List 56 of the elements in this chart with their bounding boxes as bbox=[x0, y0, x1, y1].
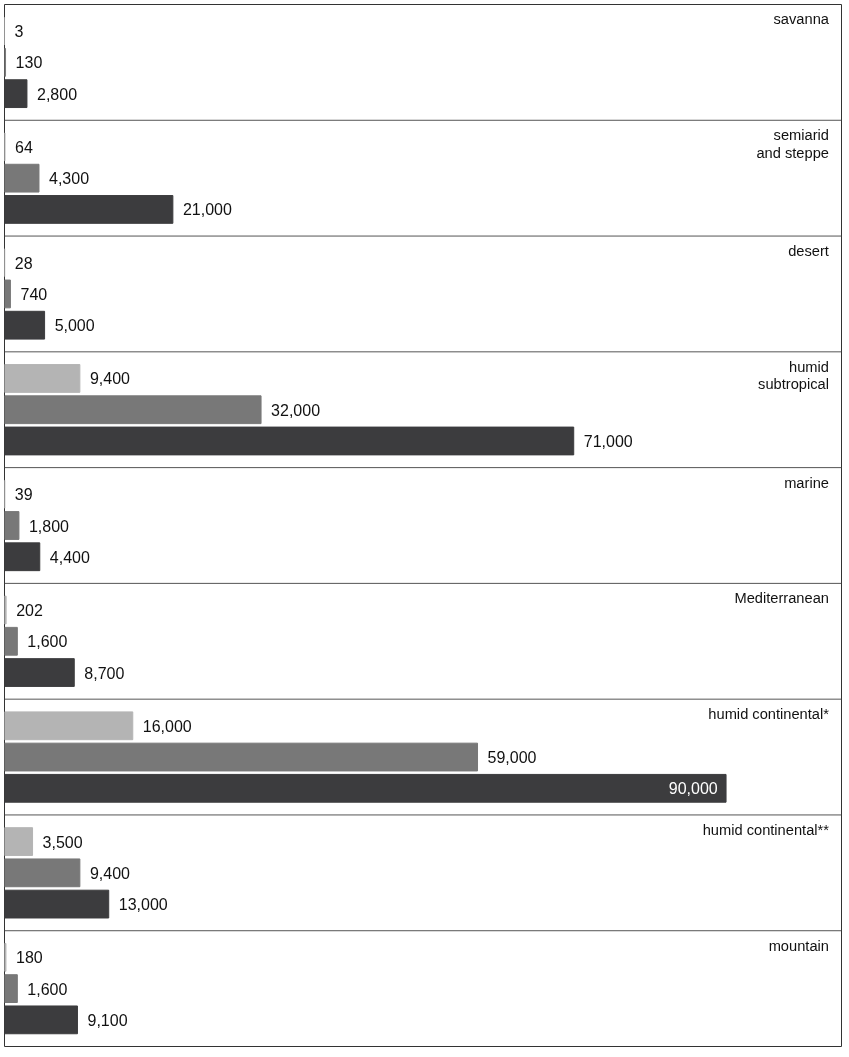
bar bbox=[4, 889, 110, 919]
y-tick-label: humid continental** bbox=[702, 821, 830, 838]
bar bbox=[4, 711, 134, 741]
data-label: 4,400 bbox=[49, 548, 90, 566]
data-label: 3,500 bbox=[42, 833, 83, 851]
data-label: 130 bbox=[15, 54, 43, 72]
data-label: 1,800 bbox=[28, 517, 70, 535]
data-label: 5,000 bbox=[54, 317, 95, 335]
data-label: 90,000 bbox=[668, 780, 718, 798]
bar bbox=[4, 364, 81, 393]
bar bbox=[4, 742, 479, 772]
data-label: 4,300 bbox=[49, 170, 90, 188]
data-label: 13,000 bbox=[118, 896, 168, 914]
y-tick-label: semiarid and steppe bbox=[756, 127, 829, 161]
y-tick-label: savanna bbox=[773, 11, 830, 28]
y-tick-label: mountain bbox=[768, 937, 829, 954]
data-label: 64 bbox=[15, 138, 33, 156]
bar bbox=[4, 310, 46, 340]
data-label: 9,400 bbox=[89, 864, 131, 882]
data-label: 59,000 bbox=[487, 749, 537, 767]
bar bbox=[4, 542, 41, 572]
bar bbox=[4, 426, 575, 456]
bar bbox=[4, 626, 18, 656]
data-label: 71,000 bbox=[583, 432, 633, 450]
bar bbox=[4, 79, 28, 109]
bar bbox=[4, 827, 34, 856]
y-tick-label: marine bbox=[784, 474, 829, 491]
bar bbox=[4, 858, 81, 888]
data-label: 180 bbox=[15, 949, 43, 967]
data-label: 3 bbox=[14, 23, 24, 41]
bar bbox=[4, 1005, 78, 1035]
bar bbox=[4, 395, 262, 425]
data-label: 28 bbox=[14, 254, 33, 272]
data-label: 32,000 bbox=[271, 401, 321, 419]
data-label: 202 bbox=[16, 602, 43, 620]
data-label: 8,700 bbox=[84, 664, 125, 682]
data-label: 39 bbox=[14, 486, 33, 504]
bar bbox=[4, 773, 727, 803]
y-tick-label: Mediterranean bbox=[734, 590, 829, 607]
y-tick-label: desert bbox=[788, 243, 829, 259]
y-tick-label: humid subtropical bbox=[758, 358, 829, 393]
data-label: 9,100 bbox=[87, 1011, 128, 1029]
bar bbox=[4, 163, 40, 193]
bar bbox=[4, 658, 75, 687]
bar bbox=[4, 974, 18, 1003]
data-label: 1,600 bbox=[27, 633, 68, 651]
data-label: 21,000 bbox=[182, 201, 232, 219]
bar bbox=[4, 195, 174, 224]
data-label: 2,800 bbox=[36, 85, 78, 103]
data-label: 9,400 bbox=[89, 370, 131, 388]
bar bbox=[4, 511, 20, 540]
y-tick-label: humid continental* bbox=[708, 706, 830, 723]
data-label: 16,000 bbox=[142, 717, 192, 735]
bar bbox=[4, 279, 11, 309]
data-label: 740 bbox=[20, 285, 48, 303]
data-label: 1,600 bbox=[27, 980, 68, 998]
